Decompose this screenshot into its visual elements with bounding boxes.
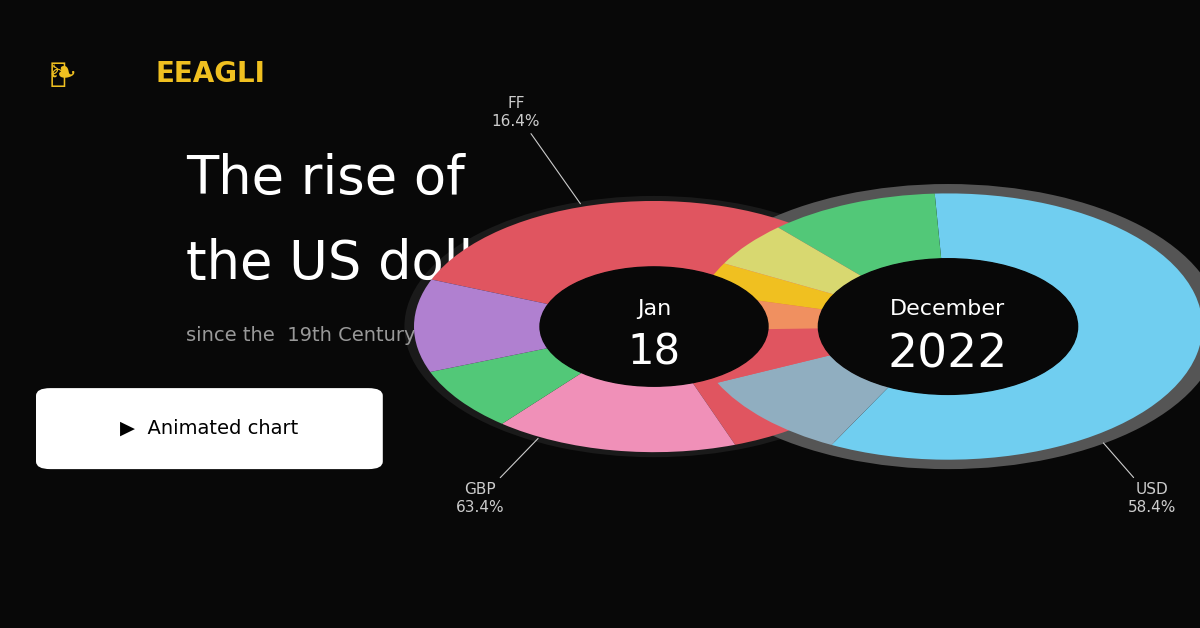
Text: FF
16.4%: FF 16.4% — [492, 96, 581, 203]
Wedge shape — [694, 328, 830, 382]
Text: GBP
63.4%: GBP 63.4% — [456, 438, 538, 515]
FancyBboxPatch shape — [36, 388, 383, 469]
Wedge shape — [676, 184, 1200, 469]
Wedge shape — [502, 373, 736, 452]
Circle shape — [818, 259, 1078, 394]
Wedge shape — [778, 193, 941, 276]
Text: 18: 18 — [628, 332, 680, 374]
Wedge shape — [414, 279, 548, 372]
Text: the US dollar: the US dollar — [186, 238, 527, 290]
Text: 2022: 2022 — [888, 332, 1008, 377]
Text: EEAGLI: EEAGLI — [155, 60, 265, 88]
Wedge shape — [832, 193, 1200, 460]
Circle shape — [540, 267, 768, 386]
Wedge shape — [694, 293, 823, 330]
Wedge shape — [432, 201, 894, 445]
Text: ❧: ❧ — [48, 58, 77, 90]
Text: USD
58.4%: USD 58.4% — [1104, 443, 1176, 515]
Wedge shape — [718, 355, 889, 445]
Wedge shape — [724, 227, 862, 295]
Wedge shape — [702, 263, 834, 310]
Text: Jan: Jan — [637, 299, 671, 319]
Wedge shape — [431, 348, 582, 424]
Text: since the  19th Century: since the 19th Century — [186, 327, 415, 345]
Text: 🦅: 🦅 — [49, 60, 66, 88]
Text: December: December — [890, 299, 1006, 319]
Wedge shape — [404, 196, 904, 457]
Text: The rise of: The rise of — [186, 153, 464, 205]
Text: ▶  Animated chart: ▶ Animated chart — [120, 419, 299, 438]
